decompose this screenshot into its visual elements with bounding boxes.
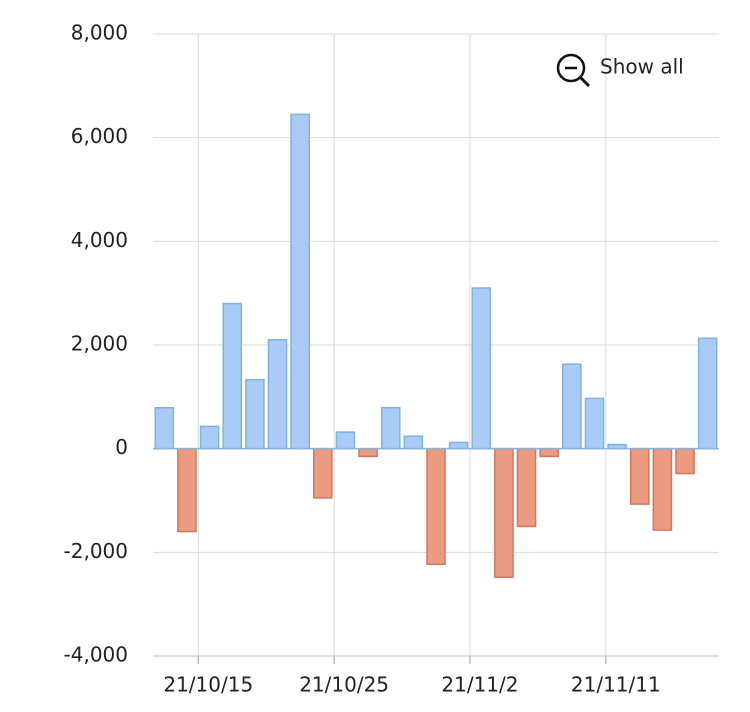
bar (290, 113, 310, 450)
bar (267, 339, 288, 450)
bar (222, 302, 243, 450)
bar (539, 447, 560, 458)
bar (154, 406, 175, 450)
y-tick-label: 6,000 (71, 124, 128, 148)
bar (380, 406, 401, 450)
bar (245, 378, 265, 450)
bar (494, 447, 514, 578)
bar (403, 435, 424, 450)
x-tick-label: 21/11/11 (571, 673, 661, 697)
bars (154, 113, 718, 578)
zoom-icon (556, 53, 586, 83)
bar (312, 447, 333, 499)
bar (516, 447, 537, 528)
bar (584, 397, 605, 450)
bar (675, 447, 695, 475)
y-tick-label: -4,000 (64, 643, 128, 667)
y-tick-label: 2,000 (71, 332, 128, 356)
show-all-button[interactable]: Show all (556, 53, 684, 88)
bar (335, 431, 356, 450)
y-tick-label: 4,000 (71, 228, 128, 252)
bar (652, 447, 673, 531)
plot: -4,000 -2,000 0 2,000 4,000 6,000 8,000 21/10/1… (64, 21, 719, 697)
x-tick-label: 21/10/25 (299, 673, 389, 697)
bar (448, 441, 469, 450)
zoom-icon-handle (578, 75, 591, 88)
bar (629, 447, 650, 505)
x-tick-label: 21/10/15 (163, 673, 253, 697)
x-tick-label: 21/11/2 (441, 673, 518, 697)
bar (471, 287, 492, 450)
y-tick-label: -2,000 (64, 539, 128, 563)
show-all-label[interactable]: Show all (600, 55, 684, 79)
bar (358, 447, 378, 458)
y-tick-label: 8,000 (71, 21, 128, 45)
y-tick-label: 0 (115, 435, 128, 459)
bar (562, 363, 582, 450)
bar (697, 337, 718, 450)
bar (177, 447, 197, 533)
bar (199, 425, 220, 450)
bar (426, 447, 446, 566)
